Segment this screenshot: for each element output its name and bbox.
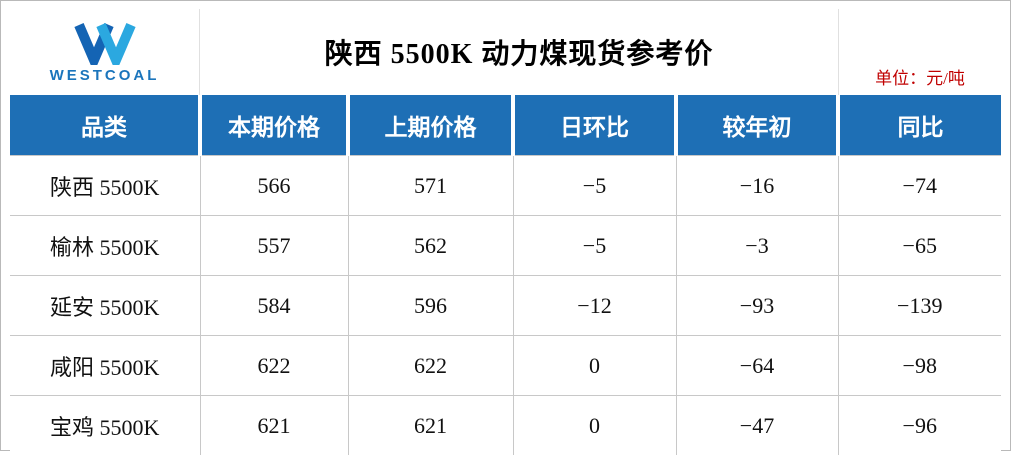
value-cell: −5 (513, 156, 676, 216)
value-cell: 621 (200, 396, 348, 455)
category-cell: 宝鸡 5500K (10, 396, 200, 455)
column-header-category: 品类 (10, 95, 200, 156)
value-cell: 566 (200, 156, 348, 216)
table-header-row: 品类 本期价格 上期价格 日环比 较年初 同比 (10, 95, 1001, 156)
value-cell: −74 (838, 156, 1001, 216)
column-header-current-price: 本期价格 (200, 95, 348, 156)
value-cell: −16 (676, 156, 838, 216)
westcoal-w-icon (63, 21, 147, 65)
value-cell: 596 (348, 276, 513, 336)
value-cell: −93 (676, 276, 838, 336)
value-cell: −96 (838, 396, 1001, 455)
column-header-ytd-change: 较年初 (676, 95, 838, 156)
page-title: 陕西 5500K 动力煤现货参考价 (325, 32, 714, 72)
value-cell: 622 (200, 336, 348, 396)
brand-logo: WESTCOAL (10, 9, 200, 95)
value-cell: −65 (838, 216, 1001, 276)
table-row: 宝鸡 5500K 621 621 0 −47 −96 (10, 396, 1001, 455)
table-row: 榆林 5500K 557 562 −5 −3 −65 (10, 216, 1001, 276)
value-cell: −139 (838, 276, 1001, 336)
table-row: 陕西 5500K 566 571 −5 −16 −74 (10, 156, 1001, 216)
unit-label: 单位：元/吨 (838, 9, 1001, 95)
value-cell: −3 (676, 216, 838, 276)
value-cell: −98 (838, 336, 1001, 396)
value-cell: 0 (513, 336, 676, 396)
value-cell: 562 (348, 216, 513, 276)
category-cell: 延安 5500K (10, 276, 200, 336)
table-row: 延安 5500K 584 596 −12 −93 −139 (10, 276, 1001, 336)
value-cell: 571 (348, 156, 513, 216)
category-cell: 陕西 5500K (10, 156, 200, 216)
value-cell: −47 (676, 396, 838, 455)
value-cell: −64 (676, 336, 838, 396)
table-row: 咸阳 5500K 622 622 0 −64 −98 (10, 336, 1001, 396)
price-table: 品类 本期价格 上期价格 日环比 较年初 同比 陕西 5500K 566 571… (10, 95, 1001, 455)
category-cell: 咸阳 5500K (10, 336, 200, 396)
value-cell: 557 (200, 216, 348, 276)
title-area: 陕西 5500K 动力煤现货参考价 (200, 9, 838, 95)
value-cell: −12 (513, 276, 676, 336)
column-header-daily-change: 日环比 (513, 95, 676, 156)
value-cell: 621 (348, 396, 513, 455)
brand-wordmark: WESTCOAL (50, 67, 160, 84)
value-cell: 584 (200, 276, 348, 336)
column-header-previous-price: 上期价格 (348, 95, 513, 156)
value-cell: −5 (513, 216, 676, 276)
value-cell: 0 (513, 396, 676, 455)
column-header-yoy-change: 同比 (838, 95, 1001, 156)
category-cell: 榆林 5500K (10, 216, 200, 276)
value-cell: 622 (348, 336, 513, 396)
header-bar: WESTCOAL 陕西 5500K 动力煤现货参考价 单位：元/吨 (10, 9, 1001, 95)
